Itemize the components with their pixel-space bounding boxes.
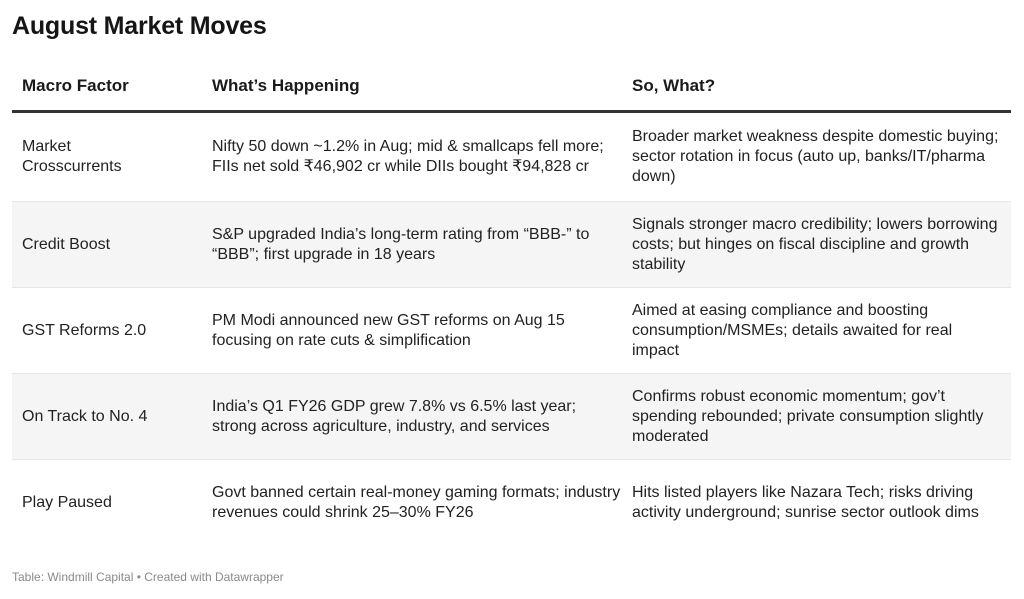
cell-factor: Credit Boost [22, 235, 111, 253]
cell-factor: Play Paused [22, 494, 112, 511]
table-row: Credit Boost S&P upgraded India’s long-t… [12, 202, 1011, 288]
cell-factor: GST Reforms 2.0 [22, 321, 147, 339]
table-row: Play Paused Govt banned certain real-mon… [12, 460, 1011, 546]
cell-so-what: Hits listed players like Nazara Tech; ri… [632, 484, 979, 521]
macro-table: Macro Factor What’s Happening So, What? … [12, 66, 1011, 546]
cell-so-what: Signals stronger macro credibility; lowe… [632, 215, 998, 273]
cell-happening: S&P upgraded India’s long-term rating fr… [212, 225, 590, 263]
cell-so-what: Aimed at easing compliance and boosting … [632, 301, 953, 359]
table-row: On Track to No. 4 India’s Q1 FY26 GDP gr… [12, 374, 1011, 460]
table-row: GST Reforms 2.0 PM Modi announced new GS… [12, 288, 1011, 374]
cell-factor: On Track to No. 4 [22, 407, 148, 425]
header-so-what: So, What? [632, 76, 716, 95]
cell-happening: PM Modi announced new GST reforms on Aug… [212, 311, 565, 349]
cell-happening: Nifty 50 down ~1.2% in Aug; mid & smallc… [212, 138, 604, 175]
table-header-row: Macro Factor What’s Happening So, What? [12, 66, 1011, 113]
cell-so-what: Confirms robust economic momentum; gov’t… [632, 387, 984, 445]
cell-factor: Market Crosscurrents [22, 138, 122, 175]
cell-so-what: Broader market weakness despite domestic… [632, 128, 999, 185]
header-whats-happening: What’s Happening [212, 76, 360, 95]
table-title: August Market Moves [12, 12, 267, 40]
source-credit: Table: Windmill Capital • Created with D… [12, 570, 284, 584]
header-macro-factor: Macro Factor [22, 76, 129, 95]
cell-happening: Govt banned certain real-money gaming fo… [212, 484, 621, 521]
cell-happening: India’s Q1 FY26 GDP grew 7.8% vs 6.5% la… [212, 397, 577, 435]
table-row: Market Crosscurrents Nifty 50 down ~1.2%… [12, 113, 1011, 202]
